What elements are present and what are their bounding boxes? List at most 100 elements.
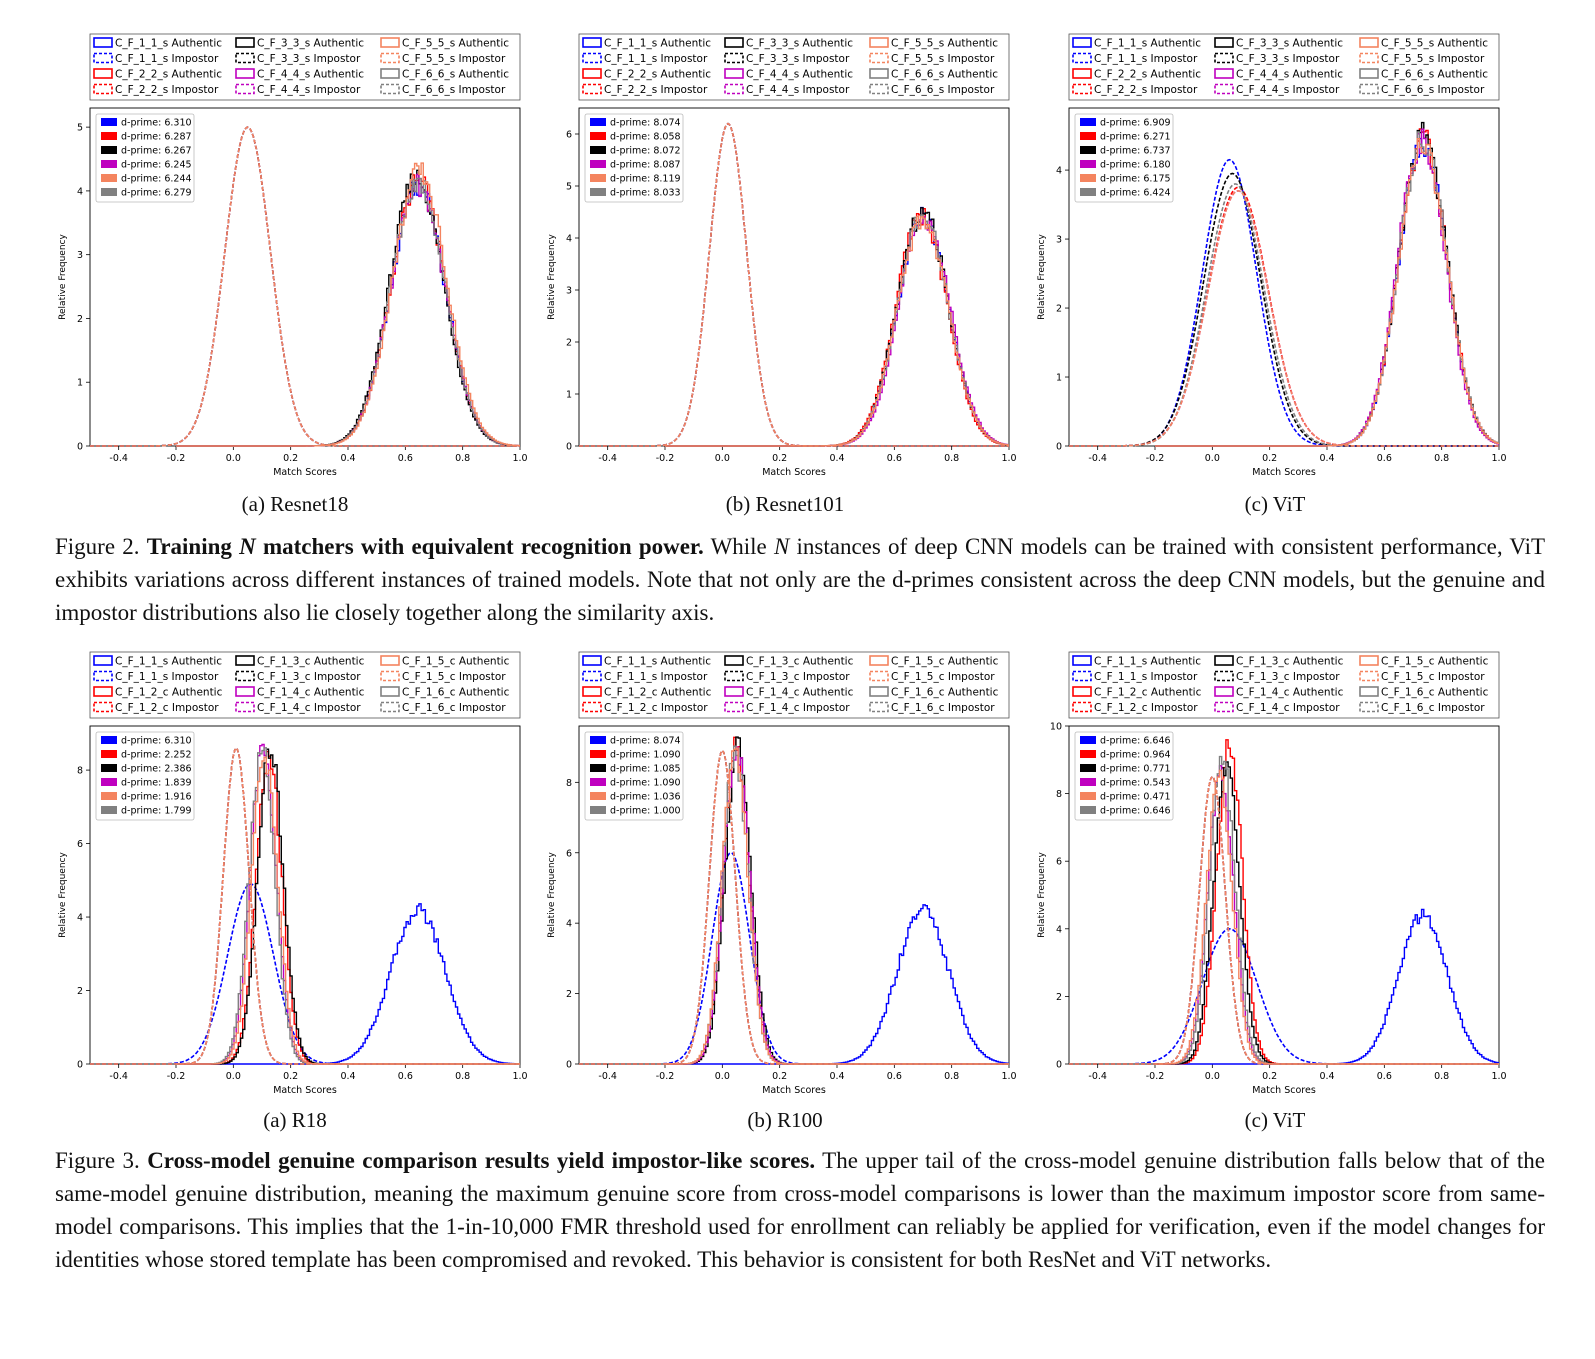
- legend-swatch: [724, 655, 744, 666]
- legend-entry: C_F_6_6_s Authentic: [402, 69, 509, 81]
- x-tick-label: 0.0: [715, 453, 730, 464]
- chart-r18: C_F_1_1_s Authentic C_F_1_1_s Impostor C_F…: [58, 651, 528, 1096]
- legend-box: [1068, 651, 1500, 719]
- y-tick-label: 8: [77, 766, 83, 777]
- authentic-histogram: [176, 750, 520, 1065]
- y-tick-label: 2: [77, 314, 83, 325]
- legend-swatch: [582, 701, 602, 713]
- dprime-entry: d-prime: 6.909: [1100, 118, 1171, 129]
- legend-swatch: [1214, 37, 1234, 48]
- y-axis-label: Relative Frequency: [58, 234, 68, 320]
- y-tick-label: 4: [1056, 166, 1062, 177]
- legend-swatch: [380, 670, 400, 682]
- legend-entry: C_F_1_5_c Authentic: [1381, 656, 1489, 668]
- impostor-curve: [1069, 158, 1499, 447]
- dprime-swatch: [590, 736, 606, 744]
- legend-entry: C_F_1_2_c Authentic: [1094, 687, 1202, 699]
- dprime-entry: d-prime: 6.424: [1100, 188, 1171, 199]
- dprime-swatch: [101, 806, 117, 814]
- y-tick-label: 1: [566, 390, 572, 401]
- x-axis-label: Match Scores: [762, 467, 826, 478]
- impostor-curve: [1069, 183, 1499, 447]
- legend-box: [578, 33, 1010, 101]
- y-tick-label: 0: [77, 1060, 83, 1071]
- dprime-swatch: [1080, 736, 1096, 744]
- legend-entry: C_F_1_1_s Authentic: [115, 656, 222, 668]
- legend-swatch: [93, 52, 113, 64]
- impostor-curve: [90, 883, 520, 1065]
- legend-swatch: [235, 686, 255, 697]
- dprime-entry: d-prime: 6.310: [121, 118, 192, 129]
- x-tick-label: 0.4: [829, 453, 844, 464]
- legend-swatch: [724, 686, 744, 697]
- x-tick-label: 1.0: [512, 1071, 527, 1082]
- legend-swatch: [93, 670, 113, 682]
- dprime-swatch: [101, 792, 117, 800]
- y-tick-label: 1: [77, 378, 83, 389]
- dprime-entry: d-prime: 2.386: [121, 764, 192, 775]
- dprime-swatch: [101, 188, 117, 196]
- authentic-histogram: [665, 736, 1009, 1065]
- legend-swatch: [582, 686, 602, 697]
- x-tick-label: -0.4: [109, 453, 128, 464]
- legend-swatch: [1214, 686, 1234, 697]
- legend-swatch: [582, 670, 602, 682]
- legend-swatch: [1359, 686, 1379, 697]
- figure-title-rest: matchers with equivalent recognition pow…: [262, 534, 704, 559]
- dprime-swatch: [101, 118, 117, 126]
- authentic-histogram: [665, 206, 1009, 447]
- dprime-swatch: [1080, 806, 1096, 814]
- x-tick-label: 0.0: [226, 453, 241, 464]
- y-tick-label: 10: [1050, 722, 1062, 733]
- legend-entry: C_F_1_3_c Impostor: [1236, 671, 1340, 683]
- legend-entry: C_F_5_5_s Impostor: [1381, 53, 1485, 65]
- figure-title: Cross-model genuine comparison results y…: [147, 1148, 816, 1173]
- y-tick-label: 4: [566, 234, 572, 245]
- legend-swatch: [380, 37, 400, 48]
- legend-swatch: [235, 68, 255, 79]
- dprime-entry: d-prime: 1.090: [610, 750, 681, 761]
- caption-text-b: instances of deep CNN models can be trai…: [55, 534, 1546, 625]
- legend-entry: C_F_3_3_s Impostor: [1236, 53, 1340, 65]
- legend-entry: C_F_1_1_s Authentic: [1094, 38, 1201, 50]
- legend-box: [578, 651, 1010, 719]
- dprime-swatch: [101, 764, 117, 772]
- dprime-entry: d-prime: 8.058: [610, 132, 681, 143]
- x-tick-label: 0.2: [772, 453, 787, 464]
- y-axis-label: Relative Frequency: [58, 852, 68, 938]
- caption-text-n: N: [773, 534, 790, 559]
- x-tick-label: 0.8: [944, 453, 959, 464]
- dprime-entry: d-prime: 8.087: [610, 160, 681, 171]
- authentic-histogram: [665, 745, 1009, 1065]
- y-tick-label: 0: [77, 442, 83, 453]
- legend-swatch: [1072, 68, 1092, 79]
- x-tick-label: 0.0: [715, 1071, 730, 1082]
- legend-swatch: [1359, 68, 1379, 79]
- legend-swatch: [1359, 52, 1379, 64]
- legend-entry: C_F_1_6_c Impostor: [1381, 702, 1485, 714]
- y-tick-label: 2: [77, 986, 83, 997]
- dprime-swatch: [590, 750, 606, 758]
- legend-entry: C_F_5_5_s Authentic: [1381, 38, 1488, 50]
- legend-swatch: [869, 68, 889, 79]
- authentic-histogram: [1155, 908, 1499, 1065]
- legend-entry: C_F_1_5_c Authentic: [402, 656, 510, 668]
- legend-entry: C_F_1_1_s Impostor: [115, 671, 219, 683]
- legend-swatch: [724, 701, 744, 713]
- x-tick-label: 0.2: [1262, 453, 1277, 464]
- dprime-legend-box: [584, 731, 684, 821]
- y-tick-label: 3: [77, 250, 83, 261]
- legend-swatch: [380, 52, 400, 64]
- x-tick-label: 0.8: [1434, 1071, 1449, 1082]
- legend-entry: C_F_1_1_s Authentic: [115, 38, 222, 50]
- x-axis-label: Match Scores: [1252, 467, 1316, 478]
- figure-label: Figure 2.: [55, 534, 140, 559]
- dprime-swatch: [590, 778, 606, 786]
- dprime-swatch: [101, 132, 117, 140]
- legend-entry: C_F_1_1_s Impostor: [604, 671, 708, 683]
- legend-entry: C_F_1_2_c Impostor: [115, 702, 219, 714]
- legend-swatch: [1214, 670, 1234, 682]
- dprime-swatch: [590, 160, 606, 168]
- legend-entry: C_F_1_4_c Authentic: [1236, 687, 1344, 699]
- legend-entry: C_F_4_4_s Impostor: [746, 84, 850, 96]
